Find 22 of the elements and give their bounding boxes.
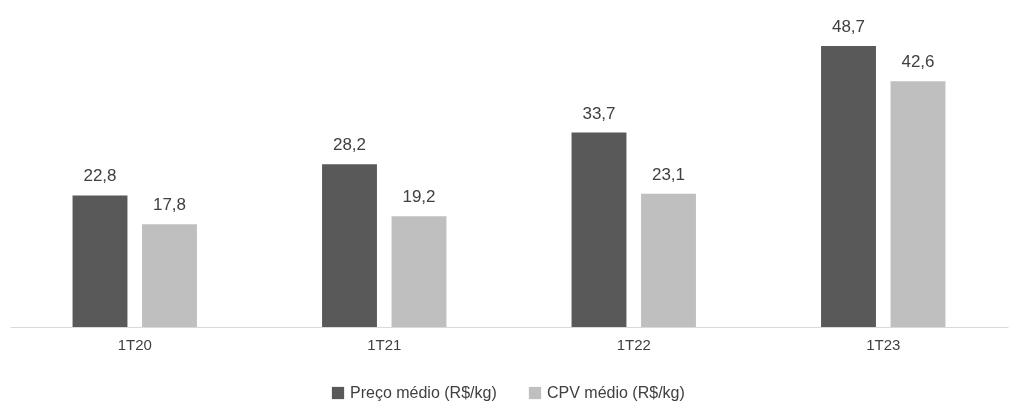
data-label: 28,2 bbox=[332, 135, 367, 155]
bar bbox=[72, 195, 128, 327]
data-label: 17,8 bbox=[152, 195, 187, 215]
legend-label: CPV médio (R$/kg) bbox=[547, 384, 685, 401]
bar bbox=[142, 224, 197, 327]
data-label: 22,8 bbox=[83, 166, 117, 186]
data-label: 48,7 bbox=[831, 17, 866, 36]
bar bbox=[571, 132, 627, 327]
bar bbox=[890, 81, 946, 327]
data-label: 42,6 bbox=[901, 52, 935, 72]
x-tick-label: 1T22 bbox=[616, 335, 651, 353]
x-tick-label: 1T21 bbox=[367, 335, 402, 353]
bar bbox=[641, 193, 696, 327]
data-label: 19,2 bbox=[402, 187, 436, 207]
x-tick-label: 1T23 bbox=[866, 335, 901, 353]
data-label: 33,7 bbox=[582, 103, 616, 123]
legend-label: Preço médio (R$/kg) bbox=[350, 384, 497, 401]
bar bbox=[391, 216, 447, 327]
bar bbox=[821, 46, 876, 327]
data-label: 23,1 bbox=[651, 164, 686, 184]
x-tick-label: 1T20 bbox=[117, 335, 152, 353]
bar bbox=[322, 164, 377, 327]
